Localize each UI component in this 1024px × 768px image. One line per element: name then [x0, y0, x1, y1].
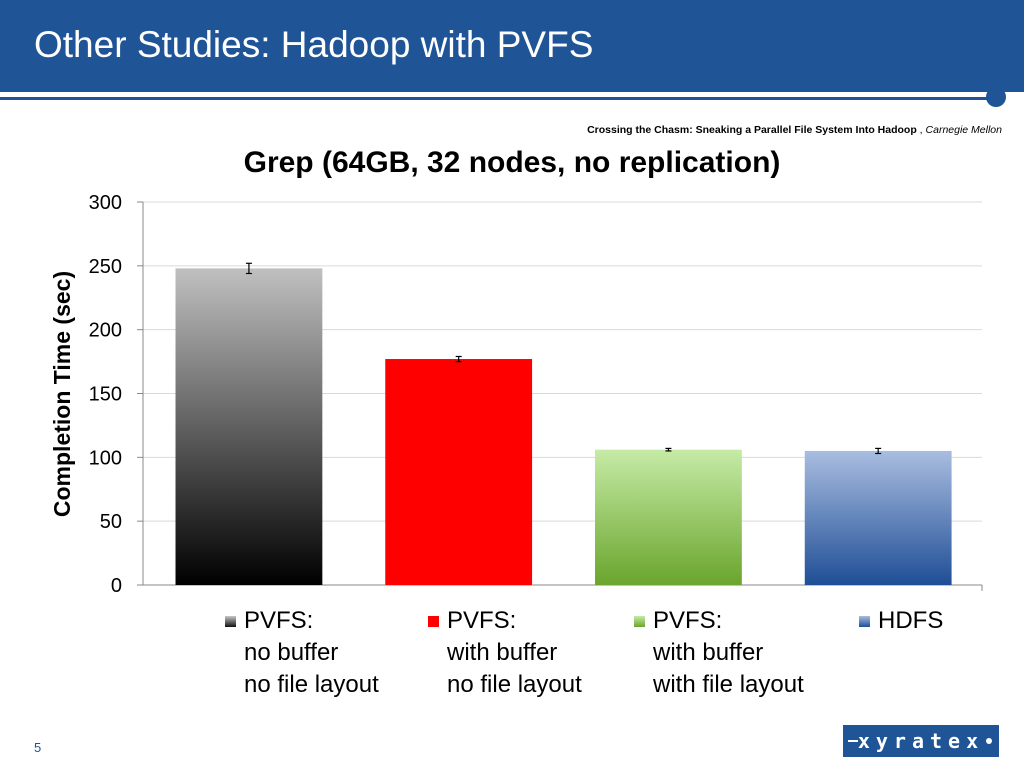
legend-label: no buffer [244, 639, 338, 666]
bar-layer [175, 262, 952, 585]
y-tick-label: 50 [100, 511, 122, 533]
citation-title: Crossing the Chasm: Sneaking a Parallel … [587, 124, 917, 136]
header-dot [986, 87, 1006, 107]
bar [804, 450, 952, 585]
legend-label: PVFS: [653, 607, 722, 634]
legend-swatch [428, 616, 439, 627]
bar-chart: Grep (64GB, 32 nodes, no replication) Co… [49, 146, 983, 698]
legend-label: PVFS: [244, 607, 313, 634]
legend-label: PVFS: [447, 607, 516, 634]
legend-swatch [859, 616, 870, 627]
legend-label: with buffer [446, 639, 557, 666]
bar [385, 359, 533, 585]
y-tick-label: 0 [111, 575, 122, 597]
page-number: 5 [34, 740, 42, 755]
y-tick-label: 250 [89, 256, 122, 278]
y-tick-label: 150 [89, 384, 122, 406]
header-separator [0, 92, 1024, 114]
citation-source: Carnegie Mellon [925, 124, 1002, 136]
legend-label: with buffer [652, 639, 763, 666]
xyratex-logo: xyratex [843, 725, 999, 757]
citation-separator: , [916, 124, 926, 136]
citation: Crossing the Chasm: Sneaking a Parallel … [587, 124, 1002, 136]
slide-title: Other Studies: Hadoop with PVFS [34, 24, 594, 65]
legend-label: with file layout [652, 671, 804, 698]
y-tick-label: 200 [89, 320, 122, 342]
y-tick-label: 100 [89, 447, 122, 469]
bar [175, 268, 323, 585]
legend-label: no file layout [244, 671, 379, 698]
logo-text: xyratex [857, 729, 985, 753]
legend-swatch [634, 616, 645, 627]
legend: PVFS: no buffer no file layout PVFS: with bu… [225, 607, 943, 698]
legend-swatch [225, 616, 236, 627]
header-band: Other Studies: Hadoop with PVFS [0, 0, 1024, 92]
y-axis-label: Completion Time (sec) [49, 271, 75, 517]
logo-dot [986, 738, 992, 744]
legend-label: no file layout [447, 671, 582, 698]
y-tick-label: 300 [89, 192, 122, 214]
legend-label: HDFS [878, 607, 943, 634]
logo-dash [848, 740, 858, 742]
chart-title: Grep (64GB, 32 nodes, no replication) [244, 146, 781, 179]
bar [595, 449, 742, 585]
header-rule [0, 97, 992, 100]
